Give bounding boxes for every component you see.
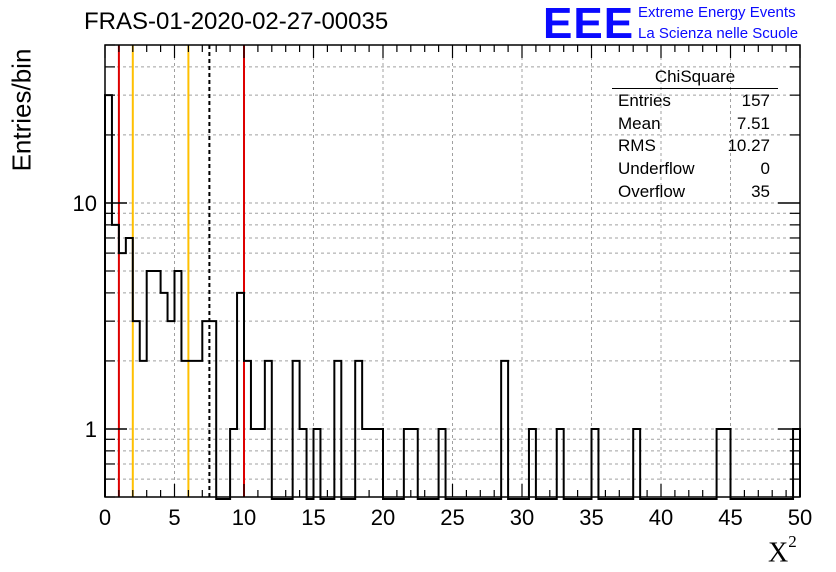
x-tick-label: 25 [440,505,464,530]
stats-value: 10.27 [727,136,770,156]
x-tick-label: 40 [649,505,673,530]
stats-box: ChiSquare Entries 157 Mean 7.51 RMS 10.27 U… [612,67,778,204]
x-tick-label: 35 [579,505,603,530]
stats-row: Mean 7.51 [612,114,778,137]
axes-frame [104,44,801,498]
x-tick-label: 0 [99,505,111,530]
stats-label: RMS [618,136,656,156]
stats-box-title: ChiSquare [612,67,778,89]
x-axis-label-superscript: 2 [788,532,797,551]
chart-title: FRAS-01-2020-02-27-00035 [84,8,389,35]
stats-row: Entries 157 [612,91,778,114]
x-tick-label: 50 [788,505,812,530]
histogram-outline [104,94,801,500]
stats-label: Entries [618,91,671,110]
stats-value: 157 [741,91,770,110]
x-axis-label: X2 [768,532,797,569]
stats-value: 7.51 [736,113,770,133]
stats-row: RMS 10.27 [612,136,778,159]
y-axis-label: Entries/bin [6,48,37,172]
stats-label: Overflow [618,181,686,201]
reference-lines [117,45,245,497]
logo-caption-line2: La Scienza nelle Scuole [638,25,799,42]
stats-value: 35 [751,181,770,201]
x-axis-label-base: X [768,537,789,569]
histogram-steps [104,94,801,500]
stats-row: Underflow 0 [612,159,778,182]
y-tick-label: 1 [85,417,97,442]
x-tick-label: 30 [510,505,534,530]
x-tick-label: 10 [232,505,256,530]
x-tick-label: 15 [301,505,325,530]
x-tick-label: 20 [371,505,395,530]
x-tick-label: 5 [168,505,180,530]
tick-labels: 0 5 10 15 20 25 30 35 40 45 50 1 10 [73,191,813,530]
logo-caption-line1: Extreme Energy Events [638,4,796,21]
stats-label: Underflow [618,159,695,179]
stats-row: Overflow 35 [612,182,778,205]
stats-label: Mean [618,113,661,133]
grid [105,45,800,497]
x-tick-label: 45 [718,505,742,530]
eee-logo: EEE [543,0,635,48]
y-tick-label: 10 [73,191,97,216]
stats-value: 0 [760,159,770,179]
